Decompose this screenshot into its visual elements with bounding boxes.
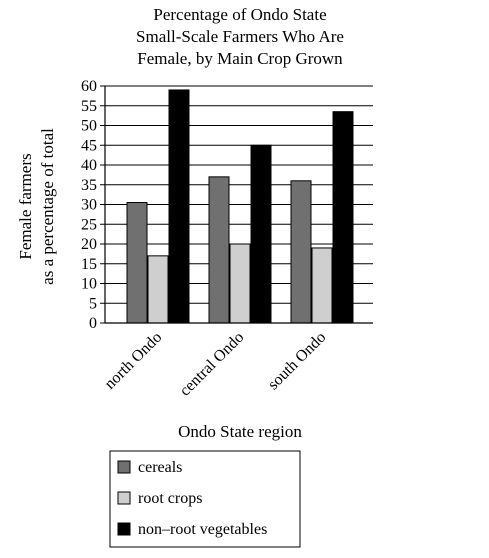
chart-title-line-1: Percentage of Ondo State — [153, 5, 326, 24]
legend-swatch — [117, 491, 131, 505]
legend-box — [109, 450, 301, 548]
legend-label: cereals — [138, 459, 182, 476]
chart-title: Percentage of Ondo State Small-Scale Farm… — [136, 5, 344, 68]
y-tick-label: 35 — [81, 177, 97, 194]
axes — [100, 85, 373, 324]
bar-south-ondo-cereals — [290, 180, 312, 324]
chart-title-line-3: Female, by Main Crop Grown — [137, 49, 343, 68]
y-axis-label-line-2: as a percentage of total — [38, 128, 57, 285]
legend-label: non–root vegetables — [138, 521, 267, 538]
x-axis-label: Ondo State region — [178, 422, 302, 441]
y-tick-label: 25 — [81, 216, 97, 233]
bar-north-ondo-non-root-vegetables — [168, 89, 190, 324]
y-axis-label-line-1: Female farmers — [16, 153, 35, 259]
bar-central-ondo-cereals — [208, 176, 230, 324]
y-tick-label: 5 — [89, 295, 97, 312]
legend-swatch — [117, 522, 131, 536]
y-tick-label: 15 — [81, 256, 97, 273]
legend-swatch — [117, 460, 131, 474]
y-tick-label: 10 — [81, 276, 97, 293]
bar-north-ondo-cereals — [126, 202, 148, 324]
y-tick-label: 60 — [81, 78, 97, 95]
y-axis-label: Female farmers as a percentage of total — [16, 128, 57, 285]
chart-title-line-2: Small-Scale Farmers Who Are — [136, 27, 344, 46]
bar-south-ondo-non-root-vegetables — [332, 111, 354, 324]
legend: cereals root crops non–root vegetables — [109, 450, 301, 548]
bar-central-ondo-non-root-vegetables — [250, 144, 272, 324]
x-tick-label: south Ondo — [265, 329, 330, 394]
x-tick-labels: north Ondo central Ondo south Ondo — [101, 329, 329, 400]
bar-south-ondo-root-crops — [311, 247, 333, 324]
y-tick-labels: 0 5 10 15 20 25 30 35 40 45 50 55 60 — [81, 78, 97, 332]
x-tick-label: central Ondo — [177, 329, 248, 400]
y-tick-label: 55 — [81, 98, 97, 115]
y-tick-label: 50 — [81, 118, 97, 135]
y-tick-label: 45 — [81, 137, 97, 154]
y-tick-label: 30 — [81, 197, 97, 214]
y-tick-label: 40 — [81, 157, 97, 174]
x-axis-label-text: Ondo State region — [178, 422, 302, 441]
bars — [126, 89, 354, 324]
y-tick-label: 0 — [89, 315, 97, 332]
bar-central-ondo-root-crops — [229, 243, 251, 324]
legend-label: root crops — [138, 490, 202, 507]
y-tick-label: 20 — [81, 236, 97, 253]
x-tick-label: north Ondo — [101, 329, 165, 393]
bar-north-ondo-root-crops — [147, 255, 169, 324]
